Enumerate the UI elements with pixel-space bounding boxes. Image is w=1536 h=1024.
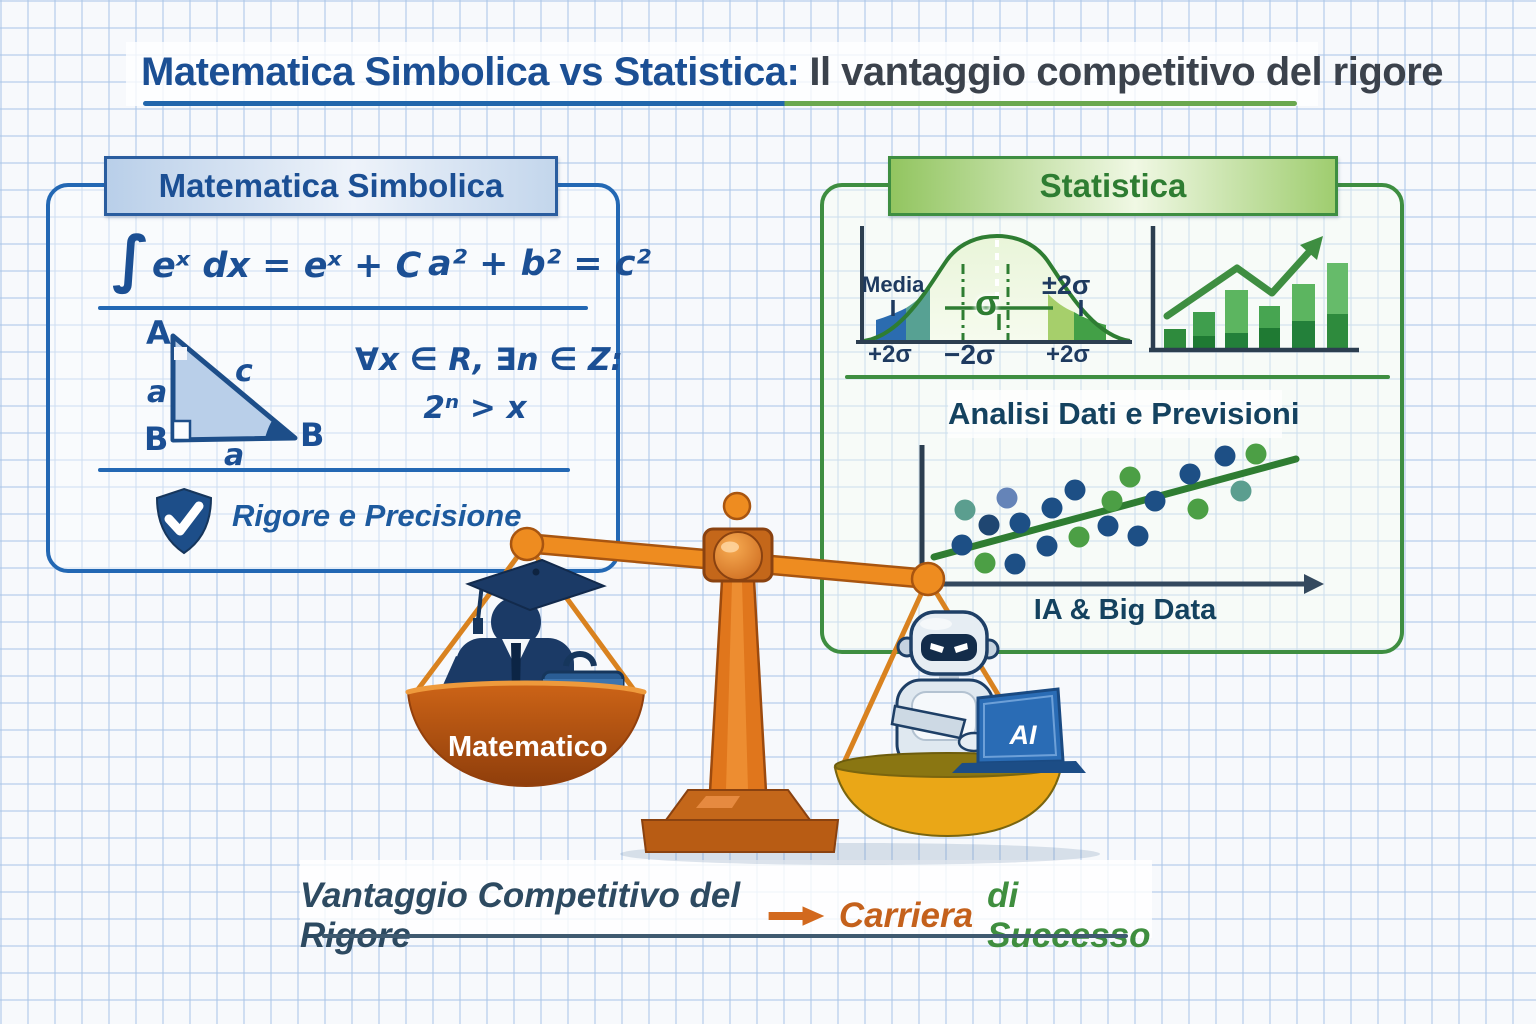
title-highlight: Matematica Simbolica vs Statistica: <box>141 50 800 94</box>
graduation-cap-icon <box>465 558 607 612</box>
panel-matematica-simbolica <box>46 183 620 573</box>
dist-tick-left: +2σ <box>868 341 912 368</box>
scale-base-slab <box>640 819 840 853</box>
growth-bar-chart <box>1149 226 1359 353</box>
footer-underline <box>322 934 1128 938</box>
dist-sigma-label: σ <box>975 282 1000 323</box>
triangle-side-bottom: a <box>224 438 245 473</box>
quantifier-line2: 2ⁿ > x <box>423 390 527 426</box>
header-matematica-simbolica: Matematica Simbolica <box>104 156 558 216</box>
balance-scale-figure <box>405 491 1100 865</box>
triangle-hypotenuse: c <box>235 354 253 389</box>
ai-label: AI <box>1009 720 1037 750</box>
footer-career: Carriera <box>838 896 974 935</box>
ai-laptop-icon <box>952 687 1086 773</box>
scale-base-step <box>664 789 812 821</box>
pythagoras-formula: a² + b² = c² <box>428 244 651 284</box>
title-rest: Il vantaggio competitivo del rigore <box>809 50 1444 94</box>
quantifier-line1: ∀x ∈ R, ∃n ∈ Z: <box>355 342 623 378</box>
integral-sign: ∫ <box>112 222 150 295</box>
analysis-backdrop <box>948 390 1282 438</box>
briefcase-handle <box>563 651 597 667</box>
title-backdrop <box>126 42 1318 106</box>
scatter-caption: IA & Big Data <box>1033 594 1217 626</box>
right-divider <box>845 375 1390 379</box>
rigore-precisione-label: Rigore e Precisione <box>232 498 522 533</box>
scatter-dots <box>951 443 1267 575</box>
dist-tick-mid: −2σ <box>944 339 996 370</box>
robot-visor <box>921 634 977 661</box>
dist-pm2sigma-label: ±2σ <box>1042 270 1091 300</box>
dist-media-label: Media <box>862 272 925 297</box>
analysis-title: Analisi Dati e Previsioni <box>948 396 1300 431</box>
header-statistica: Statistica <box>888 156 1338 216</box>
robot-figure <box>890 610 1000 770</box>
triangle-vertex-b-left: B <box>144 420 169 458</box>
right-arrow-icon <box>768 906 825 926</box>
header-matematica-label: Matematica Simbolica <box>158 167 504 204</box>
scatter-plot-figure <box>919 443 1324 594</box>
left-divider-top <box>98 306 588 310</box>
right-pan <box>833 766 1063 838</box>
page-title: Matematica Simbolica vs Statistica: Il va… <box>141 50 1444 95</box>
dist-tick-right: +2σ <box>1046 341 1090 368</box>
title-underline <box>143 101 1297 106</box>
footer-lead: Vantaggio Competitivo del Rigore <box>300 876 741 955</box>
footer-message: Vantaggio Competitivo del Rigore Carrier… <box>300 876 1152 956</box>
triangle-vertex-a: A <box>146 314 171 352</box>
integral-formula: eˣ dx = eˣ + C <box>152 246 422 286</box>
footer-success: di Successo <box>987 876 1151 955</box>
scale-knob <box>722 491 752 521</box>
header-statistica-label: Statistica <box>1039 167 1187 204</box>
triangle-vertex-b-right: B <box>300 416 325 454</box>
left-divider-bottom <box>98 468 570 472</box>
normal-distribution-figure <box>856 226 1132 344</box>
shield-check-icon <box>155 487 213 555</box>
right-triangle-figure <box>170 333 298 443</box>
triangle-side-left: a <box>147 375 168 410</box>
footer-backdrop <box>300 860 1152 938</box>
matematico-label: Matematico <box>448 731 608 763</box>
